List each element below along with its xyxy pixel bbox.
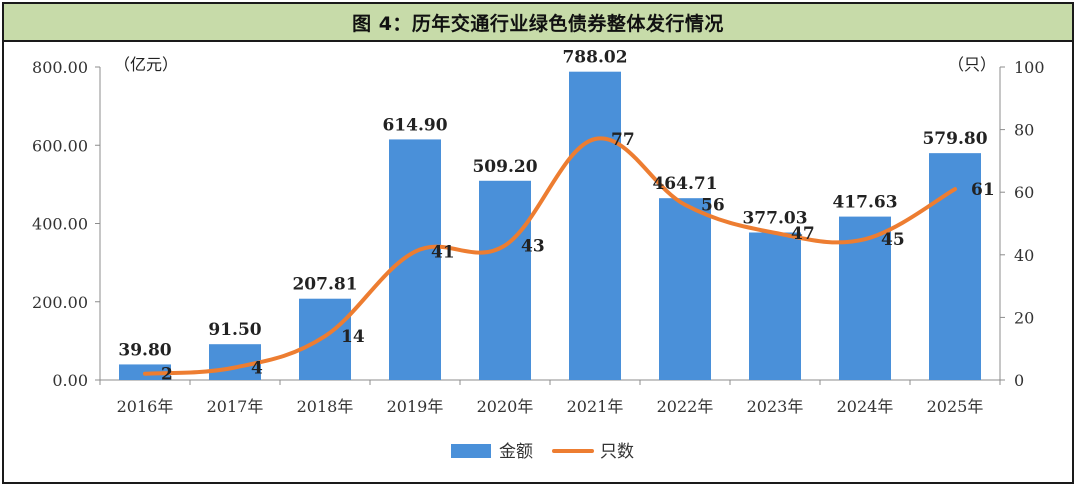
legend-line-label: 只数	[600, 442, 634, 462]
bar-amount	[479, 180, 531, 380]
x-tick-label: 2025年	[927, 397, 984, 416]
line-data-label: 45	[881, 230, 905, 250]
bar-amount	[749, 232, 801, 380]
line-data-label: 47	[791, 224, 815, 244]
x-tick-label: 2019年	[387, 397, 444, 416]
chart-title: 图 4：历年交通行业绿色债券整体发行情况	[352, 12, 724, 35]
x-tick-label: 2022年	[657, 397, 714, 416]
line-count-series	[143, 136, 957, 376]
bar-data-label: 207.81	[292, 275, 357, 295]
line-data-label: 43	[521, 236, 545, 256]
line-data-label: 77	[611, 130, 635, 150]
bar-data-label: 579.80	[922, 129, 987, 149]
bar-data-label: 417.63	[832, 193, 897, 213]
left-axis-unit: （亿元）	[114, 55, 178, 74]
left-tick-label: 800.00	[32, 58, 88, 77]
bar-amount	[299, 298, 351, 380]
left-tick-label: 600.00	[32, 136, 88, 155]
x-tick-label: 2018年	[297, 397, 354, 416]
bar-data-label: 91.50	[208, 320, 261, 340]
line-data-label: 4	[251, 358, 263, 378]
right-tick-label: 60	[1014, 183, 1034, 202]
x-tick-label: 2017年	[207, 397, 264, 416]
left-tick-label: 400.00	[32, 215, 88, 234]
right-tick-label: 40	[1014, 246, 1034, 265]
bar-amount	[569, 71, 621, 381]
line-data-label: 2	[161, 365, 173, 385]
line-data-label: 61	[971, 180, 995, 200]
legend-bar-label: 金额	[499, 442, 533, 462]
chart-frame: 图 4：历年交通行业绿色债券整体发行情况	[2, 2, 1074, 484]
line-data-label: 14	[341, 327, 365, 347]
x-tick-label: 2020年	[477, 397, 534, 416]
bar-amount	[389, 139, 441, 380]
title-bar: 图 4：历年交通行业绿色债券整体发行情况	[4, 4, 1072, 42]
bar-amount	[659, 198, 711, 380]
left-tick-label: 200.00	[32, 293, 88, 312]
legend-bar-swatch	[451, 444, 491, 458]
bar-data-label: 614.90	[382, 115, 447, 135]
line-data-label: 41	[431, 243, 455, 263]
left-tick-label: 0.00	[52, 371, 88, 390]
right-tick-label: 0	[1014, 371, 1024, 390]
bar-data-label: 377.03	[742, 208, 807, 228]
bar-data-label: 509.20	[472, 157, 537, 177]
bar-data-label: 39.80	[118, 340, 171, 360]
right-tick-label: 100	[1014, 58, 1045, 77]
x-tick-label: 2024年	[837, 397, 894, 416]
right-axis-unit: （只）	[948, 55, 996, 74]
bar-data-label: 464.71	[652, 174, 717, 194]
right-tick-label: 80	[1014, 121, 1034, 140]
x-tick-label: 2021年	[567, 397, 624, 416]
line-data-label: 56	[701, 196, 725, 216]
x-tick-label: 2023年	[747, 397, 804, 416]
bar-data-label: 788.02	[562, 48, 627, 68]
x-tick-label: 2016年	[117, 397, 174, 416]
right-tick-label: 20	[1014, 308, 1034, 327]
